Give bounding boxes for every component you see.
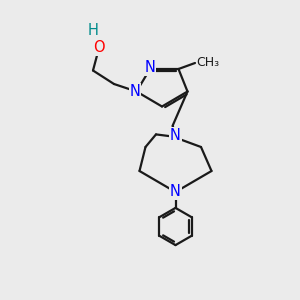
Text: H: H <box>88 23 98 38</box>
Text: O: O <box>93 40 105 56</box>
Text: N: N <box>145 60 155 75</box>
Text: N: N <box>130 84 140 99</box>
Text: N: N <box>170 128 181 142</box>
Text: CH₃: CH₃ <box>196 56 220 69</box>
Text: N: N <box>170 184 181 200</box>
